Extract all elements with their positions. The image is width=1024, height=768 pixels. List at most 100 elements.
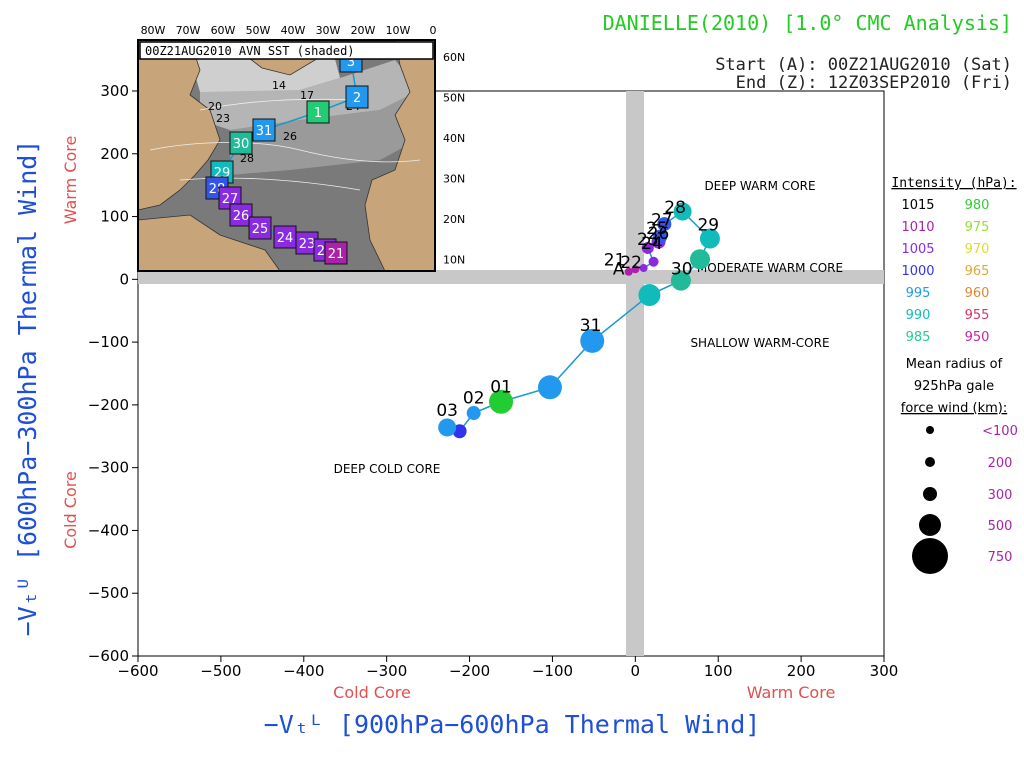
y-tick-label: 0 (119, 270, 129, 288)
track-point (653, 229, 668, 244)
inset-lon-label: 10W (386, 24, 411, 37)
inset-sst-label: 20 (208, 100, 222, 113)
legend-radius-label: 200 (988, 456, 1013, 471)
inset-lon-label: 60W (211, 24, 236, 37)
inset-label: 00Z21AUG2010 AVN SST (shaded) (145, 44, 355, 58)
inset-lat-labels: 60N 50N 40N 30N 20N 10N (443, 51, 465, 267)
y-cold-core-label: Cold Core (61, 471, 80, 549)
legend-intensity-right: 950 (965, 330, 990, 345)
region-deep-warm: DEEP WARM CORE (704, 179, 815, 193)
inset-lat-label: 20N (443, 213, 465, 226)
track-point (639, 264, 648, 273)
track-point (438, 418, 457, 437)
chart-title: DANIELLE(2010) [1.0° CMC Analysis] (603, 11, 1012, 35)
inset-track-box-label: 24 (277, 231, 294, 246)
track-point (624, 267, 633, 276)
track-point (670, 270, 691, 291)
end-time-label: End (Z): 12Z03SEP2010 (Fri) (736, 73, 1012, 93)
x-tick-label: −300 (366, 662, 407, 680)
inset-track-box-label: 21 (328, 247, 345, 262)
track-point (580, 328, 605, 353)
legend-intensity-right: 970 (965, 242, 990, 257)
track-date-label: 25 (646, 219, 668, 239)
y-warm-core-label: Warm Core (61, 136, 80, 225)
track-date-label: 02 (463, 389, 485, 409)
legend-intensity-right: 965 (965, 264, 990, 279)
inset-track-box (229, 203, 253, 227)
track-point (648, 256, 659, 267)
inset-lon-label: 20W (351, 24, 376, 37)
inset-lon-label: 0 (430, 24, 437, 37)
legend-intensity-right: 960 (965, 286, 990, 301)
x-tick-label: 200 (787, 662, 816, 680)
x-axis-title: −Vₜᴸ [900hPa−600hPa Thermal Wind] (264, 710, 761, 739)
inset-lat-label: 10N (443, 254, 465, 267)
legend-intensity-left: 995 (906, 286, 931, 301)
inset-track-box-label: 25 (252, 222, 269, 237)
y-tick-label: 200 (100, 145, 129, 163)
track-date-label: 23 (637, 230, 659, 250)
inset-lat-label: 50N (443, 92, 465, 105)
region-moderate-warm: MODERATE WARM CORE (697, 261, 843, 275)
x-tick-label: −100 (532, 662, 573, 680)
track-date-label: 01 (490, 377, 512, 397)
x-zero-band (138, 270, 884, 284)
inset-track-box (252, 118, 276, 142)
legend-radius-dot (912, 538, 948, 574)
track-point (466, 406, 481, 421)
inset-lon-label: 80W (141, 24, 166, 37)
inset-track-box (345, 85, 369, 109)
inset-track-box-label: 27 (222, 192, 239, 207)
x-tick-label: 100 (704, 662, 733, 680)
y-tick-label: −100 (88, 333, 129, 351)
inset-sst-label: 26 (283, 130, 297, 143)
inset-track-box (248, 216, 272, 240)
y-tick-label: −200 (88, 396, 129, 414)
inset-lon-label: 70W (176, 24, 201, 37)
x-tick-label: −200 (449, 662, 490, 680)
inset-sst-label: 14 (272, 79, 286, 92)
legend-intensity-left: 1000 (901, 264, 934, 279)
inset-map: 14172023262824 3213130292827262524232221… (137, 24, 465, 272)
inset-track-box-label: 2 (353, 91, 361, 106)
x-tick-label: 0 (631, 662, 641, 680)
inset-lat-label: 60N (443, 51, 465, 64)
inset-contour-1 (149, 142, 421, 163)
legend-intensity-right: 975 (965, 220, 990, 235)
track-point (699, 228, 720, 249)
legend-intensity-left: 1015 (901, 198, 934, 213)
inset-sst-label: 17 (300, 89, 314, 102)
inset-frame (137, 39, 436, 272)
track-point (657, 217, 672, 232)
inset-track-box-label: 26 (233, 209, 250, 224)
inset-track-boxes: 3213130292827262524232221 (205, 49, 369, 265)
inset-track-box-label: 3 (347, 55, 355, 70)
legend-radius-dot (925, 457, 935, 467)
x-tick-label: −400 (283, 662, 324, 680)
track-date-label: 24 (641, 234, 663, 254)
y-tick-label: −300 (88, 459, 129, 477)
track-date-label: 29 (697, 215, 719, 235)
legend-radius-title-2: 925hPa gale (914, 379, 994, 394)
inset-lon-label: 50W (246, 24, 271, 37)
y-tick-label: 100 (100, 208, 129, 226)
track-point (638, 284, 661, 307)
legend-intensity-left: 1010 (901, 220, 934, 235)
inset-track-box (324, 241, 348, 265)
x-warm-core-label: Warm Core (747, 683, 836, 702)
track-date-label: A (613, 259, 625, 279)
inset-label-box (139, 41, 434, 60)
y-tick-label: −500 (88, 584, 129, 602)
inset-lon-label: 40W (281, 24, 306, 37)
axis-ticks: −600 −500 −400 −300 −200 −100 0 100 200 300−600−5… (88, 82, 899, 680)
legend-radius-title-3: force wind (km): (901, 401, 1007, 416)
region-shallow-warm: SHALLOW WARM-CORE (690, 336, 829, 350)
legend-radius-dot (919, 514, 941, 536)
inset-track-box-label: 30 (233, 137, 250, 152)
legend-intensity-title: Intensity (hPa): (891, 176, 1016, 191)
inset-lon-label: 30W (316, 24, 341, 37)
track-date-label: 31 (580, 316, 602, 336)
legend-intensity-left: 990 (906, 308, 931, 323)
y-tick-label: 300 (100, 82, 129, 100)
